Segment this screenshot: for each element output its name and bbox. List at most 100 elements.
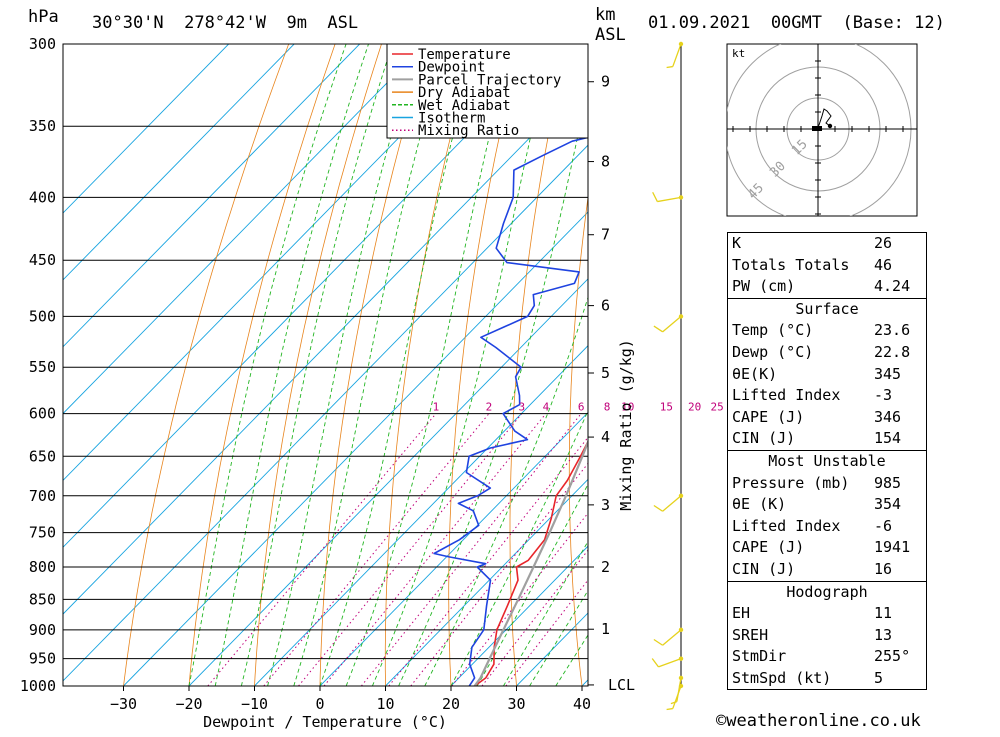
index-key: CAPE (J) <box>732 537 874 559</box>
dry-adiabat-line <box>385 44 474 686</box>
mixing-ratio-line <box>361 414 581 686</box>
wind-barb <box>671 676 683 704</box>
index-row: Lifted Index-6 <box>728 516 926 538</box>
temperature-tick-label: −10 <box>241 695 268 713</box>
temperature-tick-label: 30 <box>507 695 525 713</box>
wind-barb-staff <box>663 316 681 331</box>
wind-barb <box>654 628 683 646</box>
pressure-tick-label: 1000 <box>20 677 56 695</box>
wind-barb-staff <box>673 44 681 67</box>
index-key: CAPE (J) <box>732 407 874 429</box>
km-label: km <box>595 5 615 25</box>
pressure-axis: 3003504004505005506006507007508008509009… <box>20 35 56 695</box>
wind-barb <box>654 494 683 512</box>
indices-section-title: Surface <box>728 299 926 321</box>
wind-barb-flag <box>671 702 677 704</box>
pressure-tick-label: 600 <box>29 405 56 423</box>
mixing-ratio-label: 6 <box>578 401 585 414</box>
mixing-ratio-label: 3 <box>518 401 525 414</box>
wet-adiabat-line <box>294 44 446 686</box>
wind-barb <box>654 314 683 332</box>
index-key: K <box>732 233 874 255</box>
wet-adiabat-line <box>241 44 392 686</box>
wind-barb-staff <box>663 630 681 645</box>
wind-barb-staff <box>657 197 681 201</box>
wind-barb-flag <box>667 67 673 68</box>
temperature-tick-label: 0 <box>315 695 324 713</box>
temperature-tick-label: 20 <box>442 695 460 713</box>
isotherm-line <box>0 44 425 686</box>
dry-adiabat-line <box>124 44 289 686</box>
dry-adiabat-line <box>682 44 713 686</box>
pressure-tick-label: 550 <box>29 358 56 376</box>
index-key: CIN (J) <box>732 559 874 581</box>
km-tick-label: 9 <box>601 73 610 91</box>
wind-barb-flag <box>654 506 663 512</box>
index-value: -3 <box>874 385 926 407</box>
wet-adiabat-line <box>320 44 477 686</box>
mixing-ratio-line <box>264 414 489 686</box>
index-row: Dewp (°C)22.8 <box>728 342 926 364</box>
index-key: θE(K) <box>732 364 874 386</box>
wind-barb-staff <box>663 496 681 511</box>
wind-barb-base <box>679 494 683 498</box>
index-key: Pressure (mb) <box>732 473 874 495</box>
mixing-ratio-label: 4 <box>543 401 550 414</box>
wind-barb-base <box>679 656 683 660</box>
index-value: 23.6 <box>874 320 926 342</box>
index-row: θE(K)345 <box>728 364 926 386</box>
km-tick-label: 5 <box>601 364 610 382</box>
index-key: Totals Totals <box>732 255 874 277</box>
pressure-tick-label: 700 <box>29 487 56 505</box>
location-title: 30°30'N 278°42'W 9m ASL <box>92 13 358 33</box>
wind-barb-staff <box>673 686 681 709</box>
index-key: Temp (°C) <box>732 320 874 342</box>
isotherm-line <box>58 44 687 686</box>
isotherm-line <box>0 44 556 686</box>
index-value: 354 <box>874 494 926 516</box>
pressure-tick-label: 400 <box>29 188 56 206</box>
index-key: StmDir <box>732 646 874 668</box>
km-tick-label: 8 <box>601 153 610 171</box>
temperature-tick-label: −30 <box>110 695 137 713</box>
hodograph-unit-label: kt <box>732 47 745 60</box>
pressure-tick-label: 900 <box>29 621 56 639</box>
wind-barb-staff <box>677 678 681 702</box>
mixing-ratio-label: 1 <box>433 401 440 414</box>
index-value: 22.8 <box>874 342 926 364</box>
pressure-tick-label: 500 <box>29 307 56 325</box>
index-row: θE (K)354 <box>728 494 926 516</box>
hodograph-storm-marker <box>812 126 822 131</box>
index-value: 16 <box>874 559 926 581</box>
wind-barb-staff <box>658 659 681 667</box>
dry-adiabat-line <box>449 44 521 686</box>
index-value: 13 <box>874 625 926 647</box>
wind-barb-base <box>679 314 683 318</box>
mixing-ratio-axis-label: Mixing Ratio (g/kg) <box>617 339 635 511</box>
wet-adiabat-line <box>451 44 713 686</box>
indices-section-title: Hodograph <box>728 582 926 604</box>
wind-barb-flag <box>652 658 658 666</box>
asl-label: ASL <box>595 25 626 45</box>
index-row: CAPE (J)346 <box>728 407 926 429</box>
index-row: CAPE (J)1941 <box>728 537 926 559</box>
mixing-ratio-label: 20 <box>688 401 701 414</box>
dry-adiabat-line <box>255 44 382 686</box>
isotherm-line <box>0 44 622 686</box>
mixing-ratio-label: 2 <box>486 401 493 414</box>
index-value: 46 <box>874 255 926 277</box>
index-key: Lifted Index <box>732 516 874 538</box>
isotherm-line <box>124 44 753 686</box>
temperature-tick-label: 40 <box>573 695 591 713</box>
index-value: 255° <box>874 646 926 668</box>
wind-barb-flag <box>654 640 663 646</box>
hodograph-point <box>828 124 832 128</box>
km-tick-label: 7 <box>601 226 610 244</box>
dry-adiabat-line <box>938 44 1000 686</box>
